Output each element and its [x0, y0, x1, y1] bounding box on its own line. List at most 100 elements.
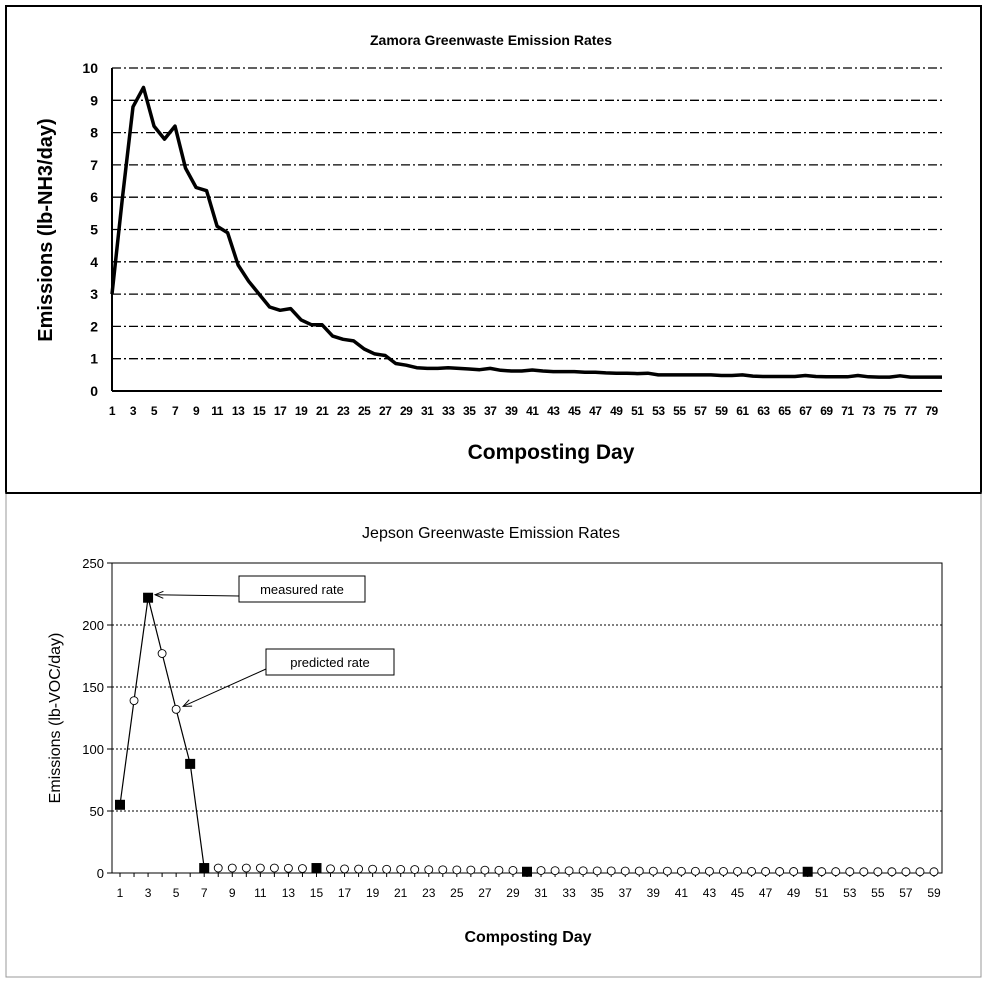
x-tick-label: 29 [400, 404, 413, 418]
y-tick-label: 150 [82, 680, 104, 695]
predicted-point [157, 649, 167, 658]
y-tick-label: 9 [90, 92, 98, 108]
predicted-point [929, 867, 939, 877]
x-tick-label: 27 [379, 404, 392, 418]
x-tick-label: 27 [478, 886, 492, 900]
annotation-box [265, 648, 395, 676]
x-tick-label: 73 [862, 404, 875, 418]
y-tick-label: 0 [97, 866, 104, 881]
x-tick-label: 45 [568, 404, 581, 418]
predicted-point [255, 863, 265, 873]
predicted-point [424, 865, 434, 875]
y-tick-label: 7 [90, 157, 98, 173]
x-tick-label: 63 [757, 404, 770, 418]
x-tick-label: 35 [463, 404, 476, 418]
x-tick-label: 15 [253, 404, 266, 418]
chart-title: Zamora Greenwaste Emission Rates [370, 32, 612, 48]
y-axis-title: Emissions (lb-NH3/day) [35, 118, 57, 341]
predicted-point [747, 866, 757, 876]
y-tick-label: 2 [90, 318, 98, 334]
measured-point [311, 863, 322, 874]
predicted-point [620, 866, 630, 876]
predicted-point [578, 866, 588, 876]
x-tick-label: 7 [172, 404, 179, 418]
x-tick-label: 25 [358, 404, 371, 418]
x-tick-label: 53 [843, 886, 857, 900]
x-tick-label: 3 [130, 404, 137, 418]
x-tick-label: 11 [211, 404, 224, 418]
x-tick-label: 57 [694, 404, 707, 418]
x-tick-label: 37 [619, 886, 633, 900]
chart-title: Jepson Greenwaste Emission Rates [362, 525, 620, 542]
x-tick-label: 79 [925, 404, 938, 418]
predicted-point [354, 864, 364, 874]
annotation-arrow [182, 668, 267, 707]
x-tick-label: 3 [145, 886, 152, 900]
x-tick-label: 31 [534, 886, 548, 900]
x-tick-label: 59 [927, 886, 941, 900]
predicted-point [789, 867, 799, 876]
predicted-point [129, 696, 139, 706]
predicted-point [775, 867, 785, 876]
predicted-point [676, 866, 686, 876]
top-panel-border [5, 5, 982, 494]
x-tick-label: 51 [815, 886, 829, 900]
x-tick-label: 23 [422, 886, 436, 900]
x-tick-label: 43 [703, 886, 717, 900]
predicted-point [508, 865, 518, 875]
bottom-panel-border [5, 492, 982, 978]
x-tick-label: 77 [904, 404, 917, 418]
predicted-point [662, 866, 672, 876]
annotation-arrow [155, 594, 240, 597]
x-tick-label: 13 [232, 404, 245, 418]
x-tick-label: 45 [731, 886, 745, 900]
predicted-point [466, 865, 476, 875]
y-tick-label: 250 [82, 556, 104, 571]
predicted-point [368, 864, 378, 874]
x-tick-label: 61 [736, 404, 749, 418]
measured-point [185, 758, 196, 769]
x-tick-label: 33 [562, 886, 576, 900]
predicted-point [634, 866, 644, 876]
predicted-point [704, 866, 714, 876]
predicted-point [382, 864, 392, 874]
x-tick-label: 59 [715, 404, 728, 418]
x-tick-label: 21 [394, 886, 408, 900]
predicted-point [536, 866, 546, 875]
x-tick-label: 1 [109, 404, 116, 418]
measured-point [115, 799, 125, 810]
predicted-point [396, 864, 406, 874]
y-tick-label: 100 [82, 742, 104, 757]
x-tick-label: 29 [506, 886, 520, 900]
predicted-point [452, 865, 462, 875]
y-axis-title: Emissions (lb-VOC/day) [47, 633, 64, 804]
x-tick-label: 9 [229, 886, 236, 900]
y-tick-label: 0 [90, 383, 98, 399]
x-tick-label: 11 [254, 886, 267, 900]
predicted-point [269, 863, 279, 873]
predicted-point [733, 866, 742, 876]
x-tick-label: 55 [871, 886, 885, 900]
x-tick-label: 49 [787, 886, 801, 900]
emission-line [110, 85, 942, 379]
x-tick-label: 41 [675, 886, 689, 900]
predicted-point [438, 865, 448, 875]
predicted-point [241, 863, 251, 873]
x-tick-label: 19 [295, 404, 308, 418]
x-tick-label: 49 [610, 404, 623, 418]
x-tick-label: 7 [201, 886, 208, 900]
predicted-point [690, 866, 700, 876]
y-tick-label: 10 [82, 60, 98, 76]
predicted-point [887, 867, 897, 877]
predicted-point [719, 866, 728, 876]
predicted-point [213, 863, 223, 873]
x-tick-label: 75 [883, 404, 896, 418]
predicted-point [606, 866, 616, 876]
measured-point [143, 592, 154, 603]
x-tick-label: 43 [547, 404, 560, 418]
predicted-point [171, 704, 181, 714]
y-tick-label: 6 [90, 189, 98, 205]
